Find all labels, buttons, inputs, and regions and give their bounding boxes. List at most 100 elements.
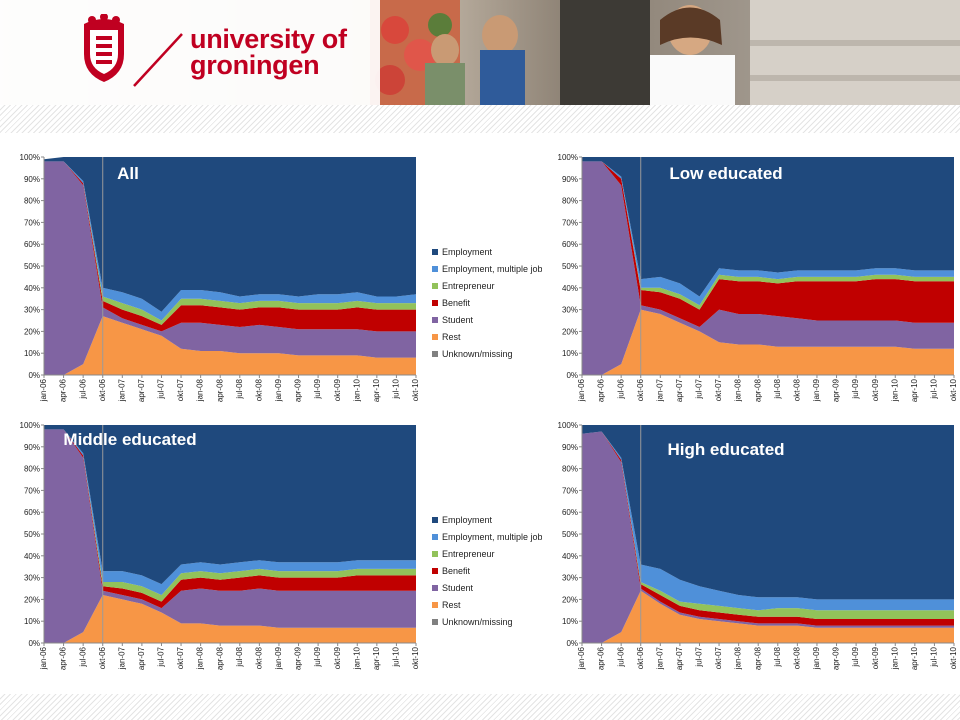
y-tick-label: 50% (562, 530, 578, 539)
x-tick-label: apr-07 (137, 646, 146, 670)
legend-swatch-entrepreneur (432, 283, 438, 289)
x-tick-label: okt-08 (254, 378, 263, 401)
x-tick-label: jul-08 (235, 646, 244, 667)
y-tick-label: 80% (24, 197, 40, 206)
chart-low-educated: 0% 10% 20% 30% 40% 50% 60% 70% 80% 90% 100% jan-06 a… (558, 153, 959, 402)
legend-label-rest: Rest (442, 600, 461, 610)
y-tick-label: 70% (24, 218, 40, 227)
y-tick-label: 80% (562, 197, 578, 206)
y-tick-label: 90% (24, 175, 40, 184)
x-tick-label: apr-10 (910, 378, 919, 402)
y-tick-label: 40% (24, 284, 40, 293)
x-tick-label: jul-09 (851, 378, 860, 399)
x-tick-label: apr-06 (597, 646, 606, 670)
footer-band (0, 694, 960, 720)
x-tick-label: jul-08 (773, 646, 782, 667)
x-tick-label: okt-06 (98, 646, 107, 669)
logo-area: university of groningen (0, 0, 380, 105)
x-tick-label: jan-07 (117, 378, 126, 402)
logo-divider (133, 33, 183, 87)
x-tick-label: jan-06 (577, 646, 586, 670)
y-tick-label: 30% (24, 574, 40, 583)
brand-line-2: groningen (190, 50, 320, 80)
chart-panel-middle-educated: 0% 10% 20% 30% 40% 50% 60% 70% 80% 90% 100% jan-06 a… (0, 411, 542, 691)
legend-swatch-employment-multiple-jobs (432, 534, 438, 540)
legend-swatch-employment (432, 249, 438, 255)
x-tick-label: apr-09 (832, 646, 841, 670)
legend-swatch-benefit (432, 300, 438, 306)
y-tick-label: 20% (24, 327, 40, 336)
x-tick-label: jul-07 (695, 646, 704, 667)
y-tick-label: 30% (24, 306, 40, 315)
x-tick-label: okt-10 (949, 378, 958, 401)
chart-panel-low-educated: 0% 10% 20% 30% 40% 50% 60% 70% 80% 90% 100% jan-06 a… (542, 143, 960, 408)
y-tick-label: 70% (562, 218, 578, 227)
x-tick-label: okt-08 (254, 646, 263, 669)
area-series-rest (582, 309, 954, 375)
chart-high-educated: 0% 10% 20% 30% 40% 50% 60% 70% 80% 90% 100% jan-06 a… (558, 421, 959, 670)
x-tick-label: apr-10 (372, 646, 381, 670)
legend-label-employment: Employment (442, 247, 493, 257)
x-tick-label: apr-10 (372, 378, 381, 402)
x-tick-label: okt-07 (176, 646, 185, 669)
legend-swatch-benefit (432, 568, 438, 574)
area-series-rest (44, 316, 416, 375)
x-tick-label: jan-08 (196, 378, 205, 402)
x-tick-label: jul-10 (392, 378, 401, 399)
x-tick-label: jan-08 (734, 646, 743, 670)
legend-label-employment: Employment (442, 515, 493, 525)
x-tick-label: okt-06 (636, 646, 645, 669)
y-tick-label: 50% (24, 530, 40, 539)
chart-title: Low educated (669, 164, 782, 183)
divider-band (0, 105, 960, 133)
y-tick-label: 50% (562, 262, 578, 271)
y-tick-label: 100% (20, 153, 40, 162)
area-series-entrepreneur (44, 161, 416, 325)
x-tick-label: jul-06 (78, 646, 87, 667)
legend-swatch-unknown-missing (432, 351, 438, 357)
y-tick-label: 30% (562, 306, 578, 315)
university-crest-icon (84, 14, 124, 82)
x-tick-label: jan-10 (352, 378, 361, 402)
x-tick-label: jul-06 (78, 378, 87, 399)
x-tick-label: jul-07 (157, 378, 166, 399)
y-tick-label: 40% (562, 284, 578, 293)
x-tick-label: jul-09 (851, 646, 860, 667)
x-tick-label: okt-08 (792, 378, 801, 401)
x-tick-label: jul-09 (313, 378, 322, 399)
x-tick-label: jan-07 (655, 646, 664, 670)
legend-swatch-rest (432, 602, 438, 608)
legend-swatch-student (432, 585, 438, 591)
chart-title: High educated (667, 440, 784, 459)
y-tick-label: 0% (28, 371, 40, 380)
x-tick-label: okt-09 (333, 378, 342, 401)
y-tick-label: 60% (562, 508, 578, 517)
legend-label-benefit: Benefit (442, 566, 471, 576)
x-tick-label: apr-09 (832, 378, 841, 402)
legend-label-rest: Rest (442, 332, 461, 342)
legend-label-employment-multiple-jobs: Employment, multiple jobs (442, 532, 542, 542)
y-tick-label: 0% (566, 639, 578, 648)
x-tick-label: jul-10 (392, 646, 401, 667)
y-tick-label: 90% (562, 175, 578, 184)
y-tick-label: 60% (24, 508, 40, 517)
x-tick-label: apr-09 (294, 646, 303, 670)
area-series-employment (44, 425, 416, 585)
legend-label-student: Student (442, 315, 474, 325)
y-tick-label: 100% (558, 153, 578, 162)
y-tick-label: 100% (558, 421, 578, 430)
y-tick-label: 60% (24, 240, 40, 249)
area-series-employment-multiple-jobs (582, 161, 954, 306)
y-tick-label: 80% (562, 465, 578, 474)
x-tick-label: okt-09 (333, 646, 342, 669)
x-tick-label: jan-08 (734, 378, 743, 402)
area-series-employment (582, 157, 954, 297)
x-tick-label: okt-09 (871, 378, 880, 401)
legend-swatch-unknown-missing (432, 619, 438, 625)
x-tick-label: okt-06 (98, 378, 107, 401)
y-tick-label: 80% (24, 465, 40, 474)
x-tick-label: jan-07 (655, 378, 664, 402)
x-tick-label: apr-07 (675, 646, 684, 670)
x-tick-label: okt-07 (176, 378, 185, 401)
x-tick-label: okt-09 (871, 646, 880, 669)
